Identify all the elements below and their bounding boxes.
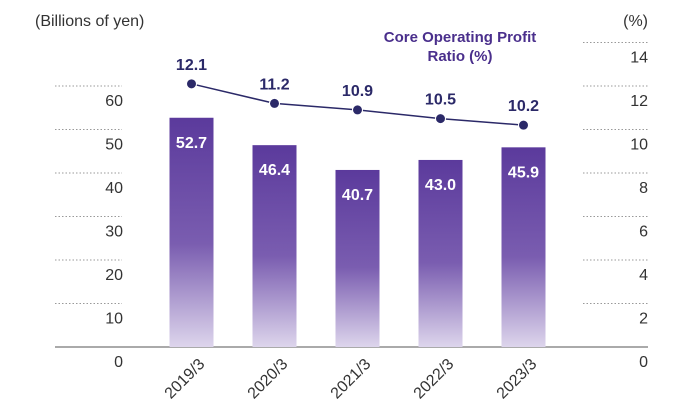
y-tick-label: 30 [105, 224, 123, 241]
line-value-label: 12.1 [176, 57, 207, 74]
y2-tick-label: 0 [639, 354, 648, 371]
x-tick-label: 2020/3 [245, 356, 292, 403]
y-tick-label: 60 [105, 93, 123, 110]
bar-value-label: 45.9 [508, 164, 539, 181]
bar-value-label: 43.0 [425, 177, 456, 194]
x-tick-label: 2022/3 [411, 356, 458, 403]
x-tick-label: 2021/3 [328, 356, 375, 403]
bar [418, 159, 463, 347]
line-value-label: 10.9 [342, 83, 373, 100]
y2-tick-label: 10 [630, 137, 648, 154]
y2-tick-label: 14 [630, 50, 648, 67]
x-tick-label: 2023/3 [494, 356, 541, 403]
line-marker [269, 97, 280, 109]
y-tick-label: 0 [114, 354, 123, 371]
y2-axis-label: (%) [623, 13, 648, 30]
x-tick-label: 2019/3 [162, 356, 209, 403]
y-tick-label: 40 [105, 180, 123, 197]
line-value-label: 10.2 [508, 98, 539, 115]
line-marker [186, 78, 197, 90]
line-marker [518, 119, 529, 131]
bar-value-label: 40.7 [342, 187, 373, 204]
bar-value-label: 46.4 [259, 162, 290, 179]
y-tick-label: 10 [105, 311, 123, 328]
line-value-label: 10.5 [425, 92, 456, 109]
y2-tick-label: 12 [630, 93, 648, 110]
y2-tick-label: 2 [639, 311, 648, 328]
y-tick-label: 50 [105, 137, 123, 154]
y2-tick-label: 6 [639, 224, 648, 241]
y2-tick-label: 8 [639, 180, 648, 197]
bar [169, 117, 214, 347]
line-marker [435, 113, 446, 125]
legend-entry: Core Operating Profit Ratio (%) [383, 29, 537, 65]
y2-tick-label: 4 [639, 267, 648, 284]
line-value-label: 11.2 [259, 76, 289, 93]
bar [252, 145, 297, 347]
line-marker [352, 104, 363, 116]
y-tick-label: 20 [105, 267, 123, 284]
bar [335, 169, 380, 347]
y-axis-label: (Billions of yen) [35, 13, 144, 30]
bar [501, 147, 546, 347]
bar-value-label: 52.7 [176, 135, 207, 152]
